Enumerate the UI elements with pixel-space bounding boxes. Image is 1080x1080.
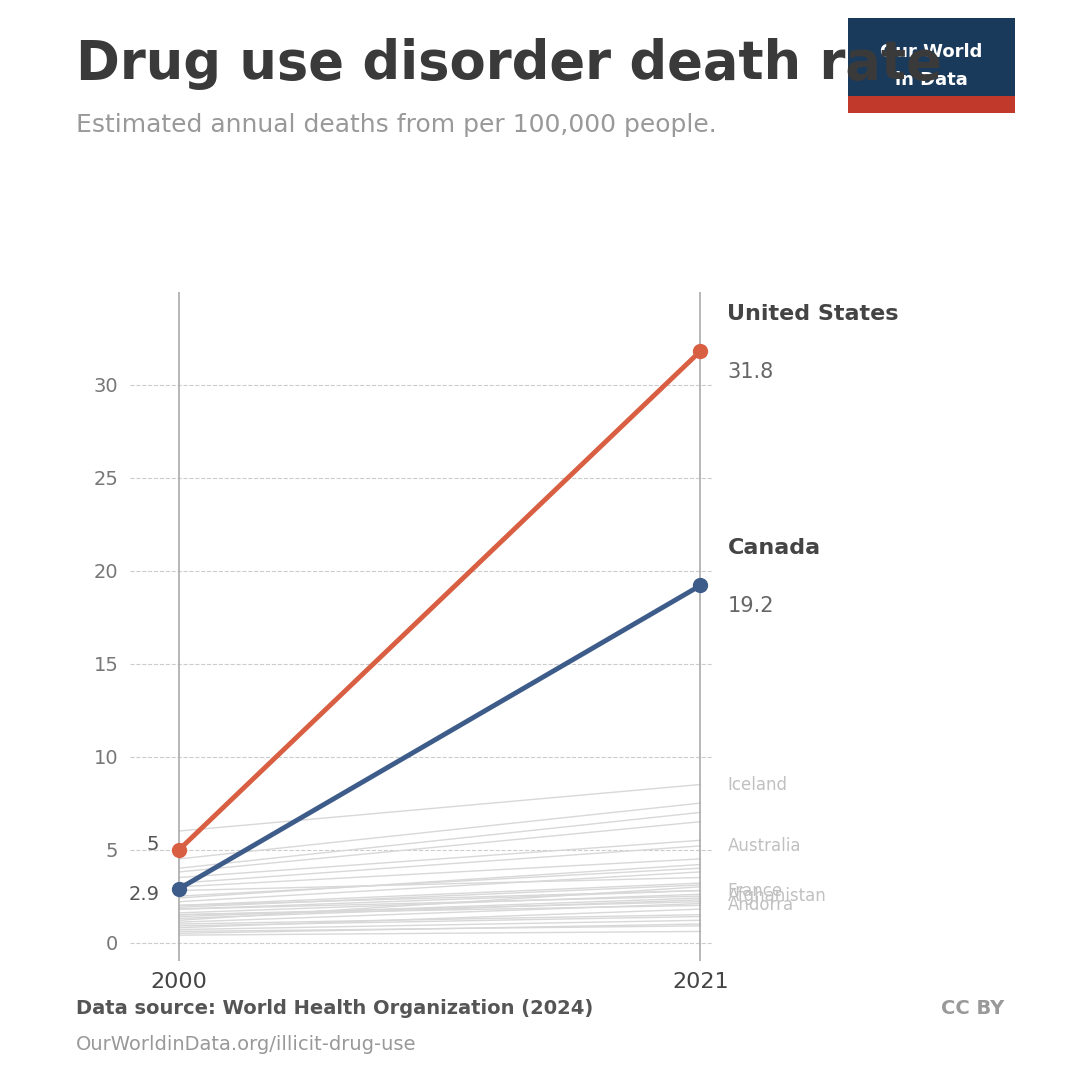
Text: 19.2: 19.2 xyxy=(728,596,774,617)
Text: United States: United States xyxy=(728,305,899,324)
Text: CC BY: CC BY xyxy=(941,999,1004,1018)
Text: Canada: Canada xyxy=(728,539,821,558)
Text: in Data: in Data xyxy=(895,71,968,90)
Bar xyxy=(848,96,1015,113)
Point xyxy=(692,577,710,594)
Text: OurWorldinData.org/illicit-drug-use: OurWorldinData.org/illicit-drug-use xyxy=(76,1035,416,1054)
Text: Our World: Our World xyxy=(880,42,983,60)
Text: 31.8: 31.8 xyxy=(728,362,773,382)
Text: Estimated annual deaths from per 100,000 people.: Estimated annual deaths from per 100,000… xyxy=(76,113,716,137)
Text: Australia: Australia xyxy=(728,837,801,855)
Text: 5: 5 xyxy=(147,835,160,853)
Text: Data source: World Health Organization (2024): Data source: World Health Organization (… xyxy=(76,999,593,1018)
Text: France: France xyxy=(728,881,783,900)
Text: Andorra: Andorra xyxy=(728,896,794,915)
Text: Afghanistan: Afghanistan xyxy=(728,887,826,905)
Point xyxy=(171,841,188,859)
Text: Iceland: Iceland xyxy=(728,775,787,794)
Text: Drug use disorder death rate: Drug use disorder death rate xyxy=(76,38,942,90)
Point xyxy=(692,342,710,360)
Point xyxy=(171,880,188,897)
FancyBboxPatch shape xyxy=(848,18,1015,113)
Text: 2.9: 2.9 xyxy=(129,885,160,904)
